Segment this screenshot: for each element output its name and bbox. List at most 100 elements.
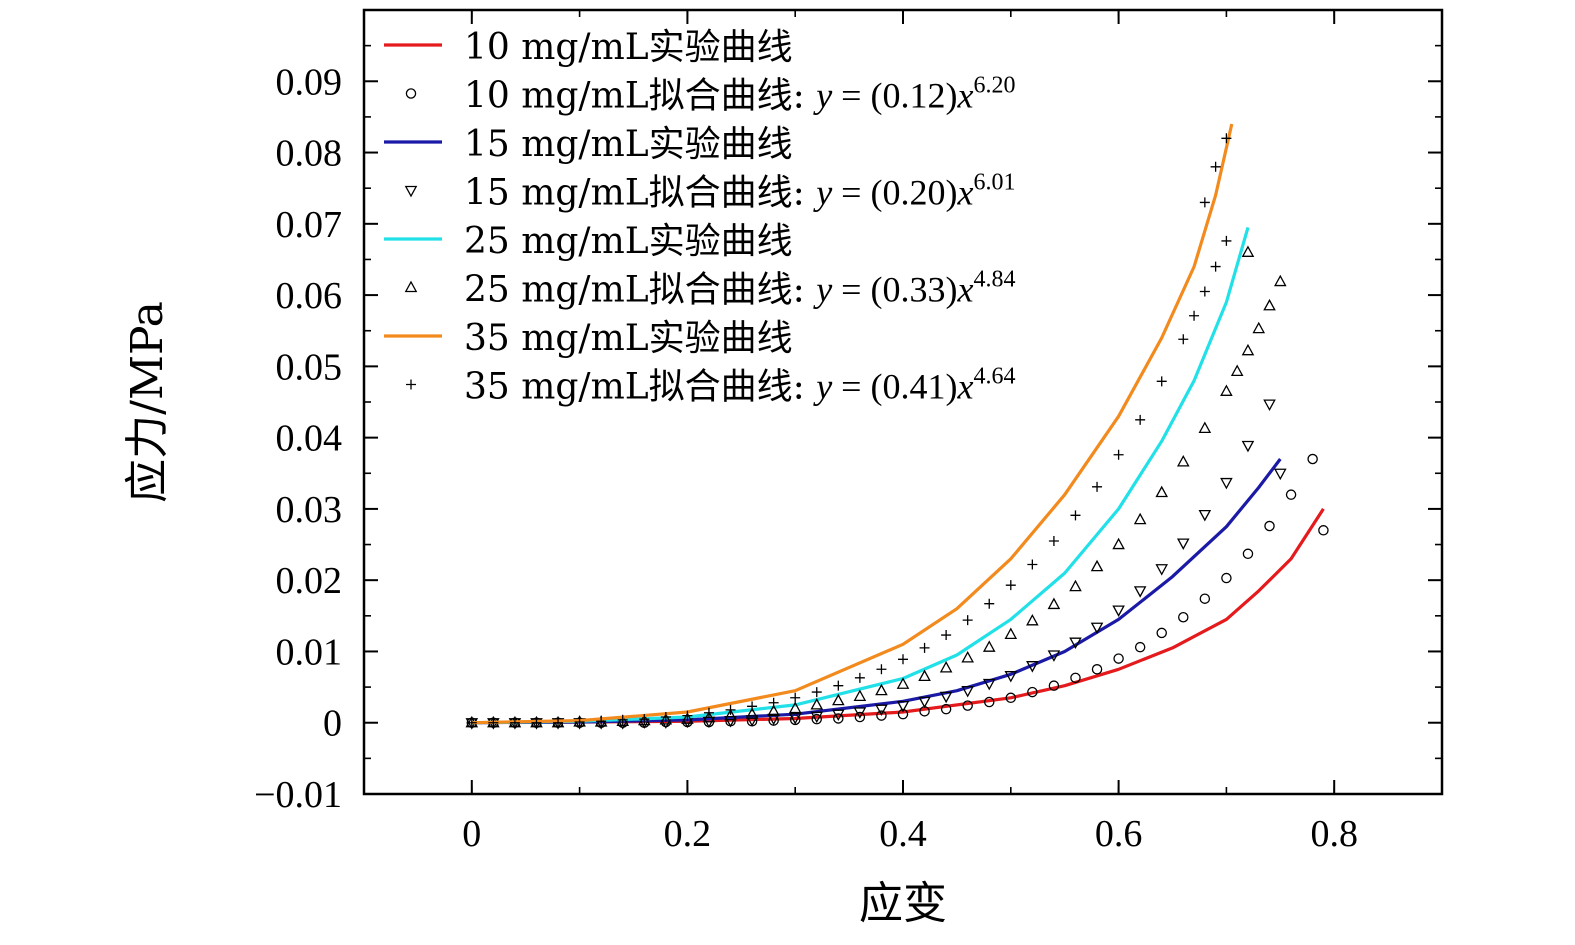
data-point — [1091, 664, 1103, 675]
legend-equation-part: x — [956, 173, 973, 213]
data-point — [702, 710, 716, 723]
data-point — [940, 703, 952, 715]
data-point — [637, 713, 651, 726]
legend-equation-part: y — [813, 270, 832, 310]
data-point — [1285, 489, 1297, 500]
data-point — [1070, 672, 1081, 684]
data-point — [941, 630, 952, 641]
data-point — [811, 713, 823, 725]
data-point — [1048, 680, 1060, 691]
data-point — [1069, 637, 1082, 650]
data-point — [1221, 572, 1232, 584]
data-point — [1134, 641, 1146, 653]
data-point — [1113, 653, 1124, 664]
data-point — [767, 713, 780, 726]
legend-equation-part: y — [813, 367, 832, 407]
data-point — [1005, 580, 1016, 591]
legend-equation-part: x — [956, 270, 973, 310]
data-point — [703, 707, 714, 718]
data-point — [660, 712, 671, 723]
y-tick-label: 0.05 — [276, 346, 343, 388]
data-point — [681, 712, 694, 724]
data-point — [1155, 564, 1169, 576]
data-point — [745, 707, 759, 719]
data-point — [1090, 622, 1104, 635]
data-point — [810, 711, 824, 724]
data-point — [509, 717, 520, 728]
series-2 — [471, 458, 1282, 725]
legend-item: 35 mg/mL实验曲线 — [384, 318, 793, 359]
data-point — [788, 713, 802, 725]
data-point — [531, 717, 542, 728]
data-point — [875, 704, 888, 717]
legend-equation-exponent: 4.84 — [973, 267, 1015, 293]
y-tick-label: 0.02 — [276, 560, 343, 602]
y-tick-label: 0.03 — [276, 489, 343, 531]
series-7 — [466, 133, 1232, 728]
data-point — [1241, 440, 1255, 453]
legend-series-name: 25 mg/mL拟合曲线: — [464, 270, 816, 311]
data-point — [876, 710, 887, 721]
data-point — [982, 678, 996, 691]
legend-item: 35 mg/mL拟合曲线: y = (0.41)x4.64 — [406, 364, 1015, 408]
series-3 — [465, 399, 1287, 730]
data-point — [896, 677, 910, 689]
data-point — [876, 664, 887, 675]
data-point — [962, 700, 973, 711]
data-point — [1027, 559, 1038, 570]
data-point — [1004, 627, 1018, 639]
data-point — [1178, 611, 1189, 623]
data-point — [616, 714, 630, 726]
data-point — [1263, 298, 1276, 311]
legend-item: 15 mg/mL拟合曲线: y = (0.20)x6.01 — [404, 170, 1015, 214]
legend-series-name: 10 mg/mL拟合曲线: — [464, 76, 816, 117]
data-point — [853, 707, 867, 719]
y-tick-label: 0.06 — [276, 275, 343, 317]
legend-equation-part: = (0.20) — [832, 173, 957, 213]
data-point — [1221, 133, 1232, 144]
data-point — [1199, 197, 1210, 208]
x-axis-label: 应变 — [859, 878, 947, 929]
legend-item: 25 mg/mL拟合曲线: y = (0.33)x4.84 — [404, 267, 1015, 311]
legend-series-name: 10 mg/mL实验曲线 — [464, 27, 793, 68]
data-point — [811, 687, 822, 698]
data-point — [833, 713, 844, 724]
data-point — [1252, 321, 1266, 334]
data-point — [1070, 510, 1081, 521]
data-point — [1176, 455, 1190, 467]
data-point — [1242, 548, 1254, 560]
series-layer — [465, 123, 1329, 730]
legend-equation-part: = (0.41) — [832, 367, 957, 407]
data-point — [553, 717, 564, 728]
data-point — [1047, 650, 1061, 662]
data-point — [639, 714, 650, 725]
data-point — [898, 654, 908, 665]
data-point — [939, 660, 953, 673]
y-tick-label: 0.08 — [276, 133, 343, 175]
legend-series-name: 25 mg/mL实验曲线 — [464, 221, 793, 262]
data-point — [1198, 421, 1212, 434]
data-point — [810, 698, 824, 710]
data-point — [1156, 627, 1167, 639]
data-point — [939, 691, 953, 704]
data-point — [875, 683, 888, 696]
data-point — [982, 640, 996, 652]
data-point — [1220, 477, 1233, 490]
data-point — [918, 696, 931, 709]
data-point — [1112, 537, 1125, 550]
legend-label: 15 mg/mL实验曲线 — [464, 124, 793, 165]
series-line — [471, 508, 1325, 725]
data-point — [1241, 245, 1255, 257]
legend-label: 10 mg/mL拟合曲线: y = (0.12)x6.20 — [464, 73, 1015, 117]
legend-label: 10 mg/mL实验曲线 — [464, 27, 793, 68]
data-point — [404, 280, 418, 293]
series-line — [471, 123, 1234, 725]
data-point — [1026, 613, 1039, 626]
data-point — [790, 692, 801, 703]
data-point — [1307, 453, 1318, 465]
data-point — [682, 710, 693, 721]
data-point — [1092, 481, 1103, 492]
data-point — [918, 669, 931, 682]
data-point — [897, 708, 909, 720]
series-line — [471, 458, 1282, 725]
